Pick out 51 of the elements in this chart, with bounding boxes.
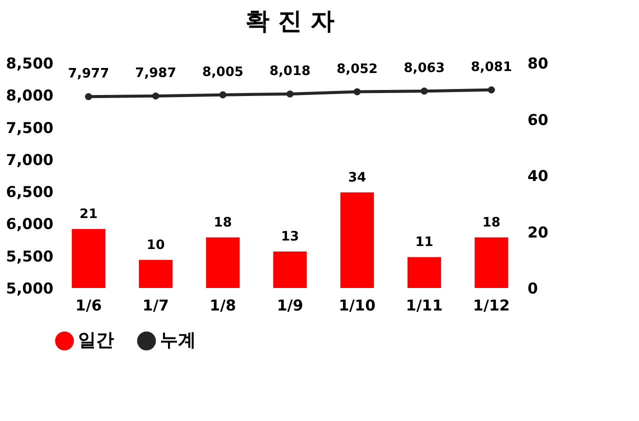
bar bbox=[206, 237, 240, 288]
data-label: 8,063 bbox=[404, 61, 445, 76]
chart-title: 확 진 자 bbox=[246, 7, 334, 35]
data-label: 8,081 bbox=[470, 60, 512, 75]
x-tick-label: 1/8 bbox=[210, 296, 236, 314]
data-label: 7,977 bbox=[68, 66, 110, 82]
y-tick-label: 6,000 bbox=[6, 215, 54, 234]
x-tick-label: 1/6 bbox=[75, 296, 102, 314]
point bbox=[286, 90, 294, 98]
bar bbox=[273, 251, 307, 288]
data-label: 8,052 bbox=[336, 62, 378, 77]
bar bbox=[340, 192, 374, 288]
point bbox=[488, 86, 495, 94]
point bbox=[219, 91, 226, 98]
data-label: 10 bbox=[146, 238, 165, 253]
y2-tick-label: 80 bbox=[528, 54, 548, 72]
y2-tick-label: 0 bbox=[528, 280, 538, 298]
point bbox=[85, 93, 92, 100]
y-tick-label: 7,000 bbox=[6, 150, 54, 169]
bar bbox=[72, 228, 106, 288]
legend-label: 일간 bbox=[78, 330, 114, 351]
x-tick-label: 1/12 bbox=[473, 296, 510, 314]
data-label: 13 bbox=[280, 229, 300, 244]
data-label: 21 bbox=[80, 206, 98, 222]
data-label: 8,018 bbox=[269, 64, 311, 79]
data-label: 18 bbox=[482, 215, 500, 230]
point bbox=[420, 88, 428, 95]
x-tick-label: 1/10 bbox=[338, 296, 376, 314]
bar bbox=[474, 237, 508, 288]
point bbox=[152, 92, 160, 100]
data-label: 7,987 bbox=[135, 66, 176, 81]
x-tick-label: 1/11 bbox=[406, 296, 443, 314]
data-label: 34 bbox=[348, 170, 366, 186]
data-label: 18 bbox=[214, 215, 232, 230]
x-tick-label: 1/7 bbox=[142, 296, 169, 314]
y-tick-label: 8,000 bbox=[6, 86, 54, 105]
y-tick-label: 7,500 bbox=[6, 118, 54, 137]
y-tick-label: 6,500 bbox=[6, 183, 54, 202]
y-tick-label: 8,500 bbox=[6, 54, 54, 72]
x-tick-label: 1/9 bbox=[276, 296, 304, 314]
y-tick-label: 5,500 bbox=[6, 247, 54, 266]
data-label: 8,005 bbox=[202, 64, 244, 80]
y-tick-label: 5,000 bbox=[6, 280, 54, 298]
y2-tick-label: 20 bbox=[528, 223, 548, 242]
point bbox=[354, 88, 361, 96]
y2-tick-label: 60 bbox=[528, 110, 548, 129]
data-label: 11 bbox=[415, 235, 434, 250]
y2-tick-label: 40 bbox=[528, 167, 548, 185]
bar bbox=[408, 257, 442, 288]
bar bbox=[138, 260, 172, 288]
legend-label: 누계 bbox=[160, 330, 196, 351]
